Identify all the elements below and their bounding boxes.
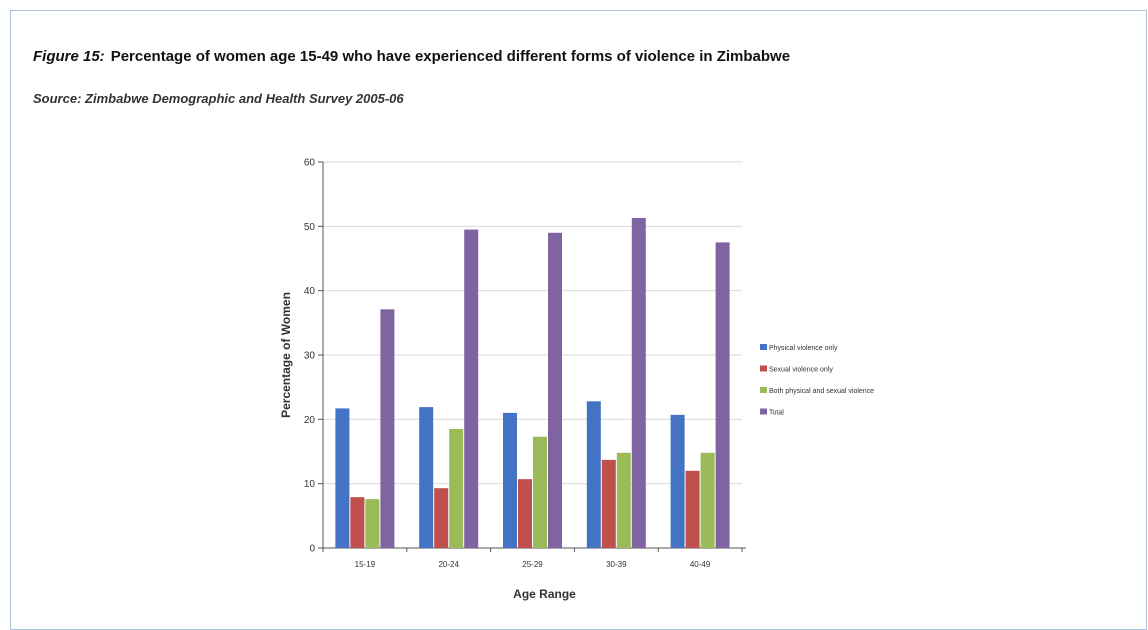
y-axis-title: Percentage of Women — [279, 292, 293, 418]
x-tick-label: 30-39 — [606, 560, 627, 569]
legend-label: Physical violence only — [769, 345, 838, 352]
legend-swatch — [760, 365, 767, 372]
bar — [380, 309, 395, 548]
figure-title-text: Percentage of women age 15-49 who have e… — [110, 48, 791, 65]
x-tick-label: 40-49 — [690, 560, 711, 569]
y-tick-label: 0 — [309, 544, 315, 555]
y-tick-label: 50 — [304, 222, 316, 233]
bar — [464, 229, 479, 549]
bar — [518, 479, 532, 548]
y-tick-label: 30 — [304, 351, 316, 362]
y-tick-label: 10 — [304, 479, 316, 490]
bar — [548, 232, 562, 548]
bar — [449, 428, 464, 548]
bar — [616, 452, 631, 548]
legend-label: Total — [769, 410, 784, 417]
legend-swatch — [760, 408, 767, 415]
bar — [434, 488, 449, 548]
bar — [700, 452, 715, 548]
bar — [419, 407, 434, 548]
bar — [365, 499, 380, 548]
legend-swatch — [760, 387, 767, 393]
legend-swatch — [760, 344, 767, 350]
bar — [670, 414, 685, 548]
x-tick-label: 15-19 — [355, 560, 376, 569]
bar — [685, 470, 700, 548]
figure-frame: Figure 15: Percentage of women age 15-49 … — [10, 10, 1147, 630]
legend-label: Both physical and sexual violence — [769, 388, 874, 395]
y-tick-label: 40 — [304, 286, 316, 297]
bar — [335, 408, 350, 548]
bar — [350, 497, 365, 548]
bar — [631, 217, 646, 548]
bar — [533, 436, 547, 548]
bar — [601, 459, 616, 548]
bar — [503, 412, 517, 548]
figure-source: Source: Zimbabwe Demographic and Health … — [33, 91, 404, 106]
figure-title: Figure 15: Percentage of women age 15-49 … — [33, 48, 790, 65]
y-tick-label: 20 — [304, 415, 316, 426]
x-axis-title: Age Range — [513, 587, 576, 601]
legend-label: Sexual violence only — [769, 367, 833, 374]
figure-label: Figure 15: — [33, 48, 105, 65]
x-tick-label: 25-29 — [522, 560, 543, 569]
bar — [586, 401, 601, 548]
bar — [715, 242, 730, 548]
x-tick-label: 20-24 — [438, 560, 459, 569]
y-tick-label: 60 — [304, 158, 316, 169]
